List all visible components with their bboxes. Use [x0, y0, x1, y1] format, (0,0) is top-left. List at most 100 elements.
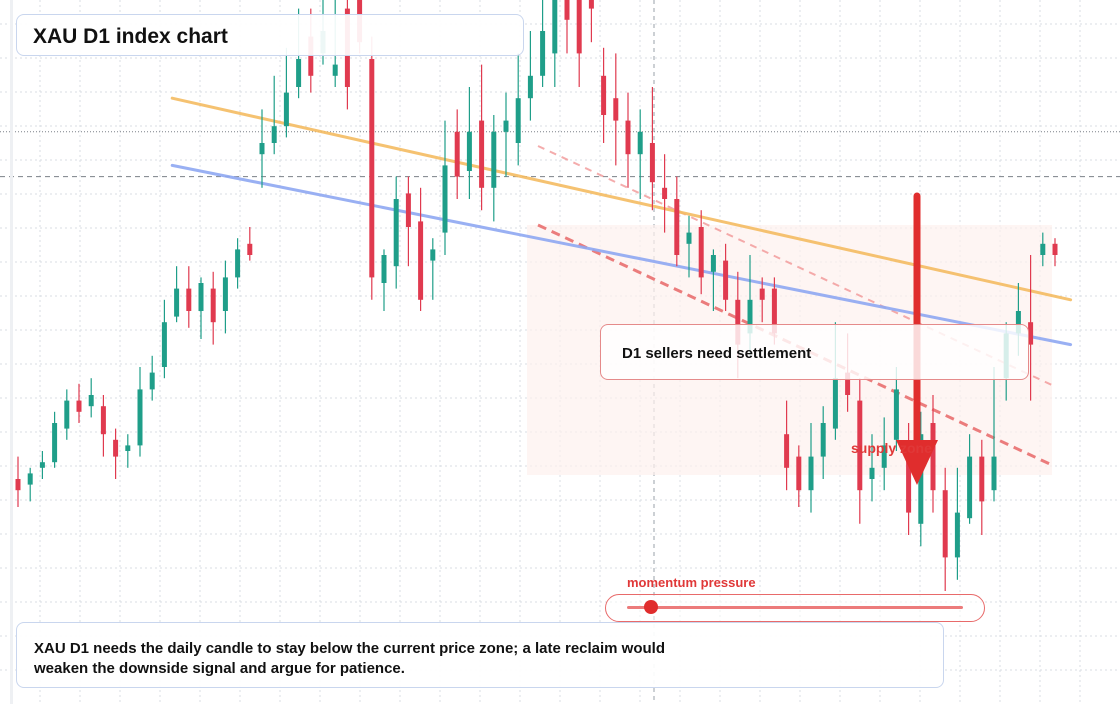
candle-up [540, 0, 546, 87]
candle-body [430, 249, 436, 261]
blue-trendline [170, 163, 1073, 347]
left-edge-bar [10, 0, 13, 704]
candle-down [418, 187, 424, 311]
candle-down [564, 0, 570, 54]
candle-down [723, 243, 729, 311]
candle-body [564, 0, 570, 20]
candle-body [271, 126, 277, 143]
candle-up [271, 75, 277, 155]
candle-body [808, 456, 814, 491]
candle-body [222, 277, 228, 311]
candle-body [662, 187, 668, 199]
note-panel: XAU D1 needs the daily candle to stay be… [16, 622, 944, 688]
candle-body [979, 456, 985, 502]
candle-down [759, 277, 765, 323]
candle-down [15, 456, 21, 507]
candle-body [442, 165, 448, 233]
candle-body [735, 299, 741, 345]
callout-panel: D1 sellers need settlement [600, 324, 1029, 380]
candle-down [674, 176, 680, 267]
candle-body [930, 423, 936, 491]
candle-body [747, 299, 753, 334]
candle-down [576, 0, 582, 87]
candle-body [235, 249, 241, 278]
candle-up [259, 109, 265, 188]
candle-body [967, 456, 973, 519]
candle-body [393, 199, 399, 267]
candle-body [283, 92, 289, 127]
candle-body [210, 288, 216, 323]
note-text: XAU D1 needs the daily candle to stay be… [34, 640, 666, 677]
candle-down [930, 395, 936, 513]
candle-body [954, 512, 960, 558]
candle-up [918, 411, 924, 547]
candle-up [991, 367, 997, 502]
candle-down [1028, 255, 1034, 401]
candle-body [52, 423, 58, 463]
candle-up [820, 406, 826, 479]
candle-down [649, 87, 655, 211]
candle-up [283, 47, 289, 138]
candle-body [332, 64, 338, 76]
candle-up [27, 467, 33, 502]
candle-up [503, 92, 509, 177]
candle-down [588, 0, 594, 43]
momentum-label: momentum pressure [627, 575, 756, 590]
signal-arrow-head [896, 440, 938, 485]
candle-body [991, 456, 997, 491]
candle-up [552, 0, 558, 87]
candle-body [918, 434, 924, 524]
candle-down [247, 227, 253, 261]
candle-down [454, 109, 460, 199]
candle-body [1028, 322, 1034, 345]
candle-down [1052, 238, 1058, 267]
candle-body [552, 0, 558, 54]
candle-body [27, 473, 33, 485]
candle-up [430, 238, 436, 300]
candle-up [64, 389, 70, 440]
candle-down [405, 176, 411, 267]
candle-body [64, 400, 70, 429]
candle-body [601, 75, 607, 115]
candle-body [527, 75, 533, 99]
candle-body [503, 120, 509, 132]
candle-up [491, 115, 497, 222]
candle-up [881, 417, 887, 491]
candle-up [893, 367, 899, 451]
candle-up [393, 176, 399, 289]
candle-down [857, 378, 863, 524]
candle-body [479, 120, 485, 188]
candle-body [832, 378, 838, 429]
candle-down [698, 210, 704, 295]
candle-body [540, 31, 546, 76]
candle-body [39, 462, 45, 468]
trendlines [170, 96, 1073, 347]
candle-up [967, 434, 973, 524]
candle-down [601, 47, 607, 143]
candle-body [942, 490, 948, 558]
candle-body [893, 389, 899, 440]
candle-down [784, 400, 790, 491]
candle-up [161, 299, 167, 379]
candle-body [576, 0, 582, 54]
candle-body [710, 255, 716, 272]
candle-body [869, 467, 875, 479]
candle-body [76, 400, 82, 412]
candle-body [466, 131, 472, 171]
candle-body [100, 406, 106, 435]
supply-channel-lower [537, 223, 1055, 468]
candle-body [588, 0, 594, 9]
candle-body [698, 227, 704, 278]
candle-body [137, 389, 143, 446]
candle-body [1052, 243, 1058, 255]
candle-up [442, 120, 448, 255]
orange-trendline [170, 96, 1073, 302]
candle-up [710, 249, 716, 311]
candle-body [15, 479, 21, 491]
candle-body [845, 372, 851, 395]
candle-up [1040, 232, 1046, 267]
candle-down [625, 92, 631, 188]
candle-body [308, 36, 314, 76]
candle-body [88, 395, 94, 407]
momentum-marker [644, 600, 658, 614]
